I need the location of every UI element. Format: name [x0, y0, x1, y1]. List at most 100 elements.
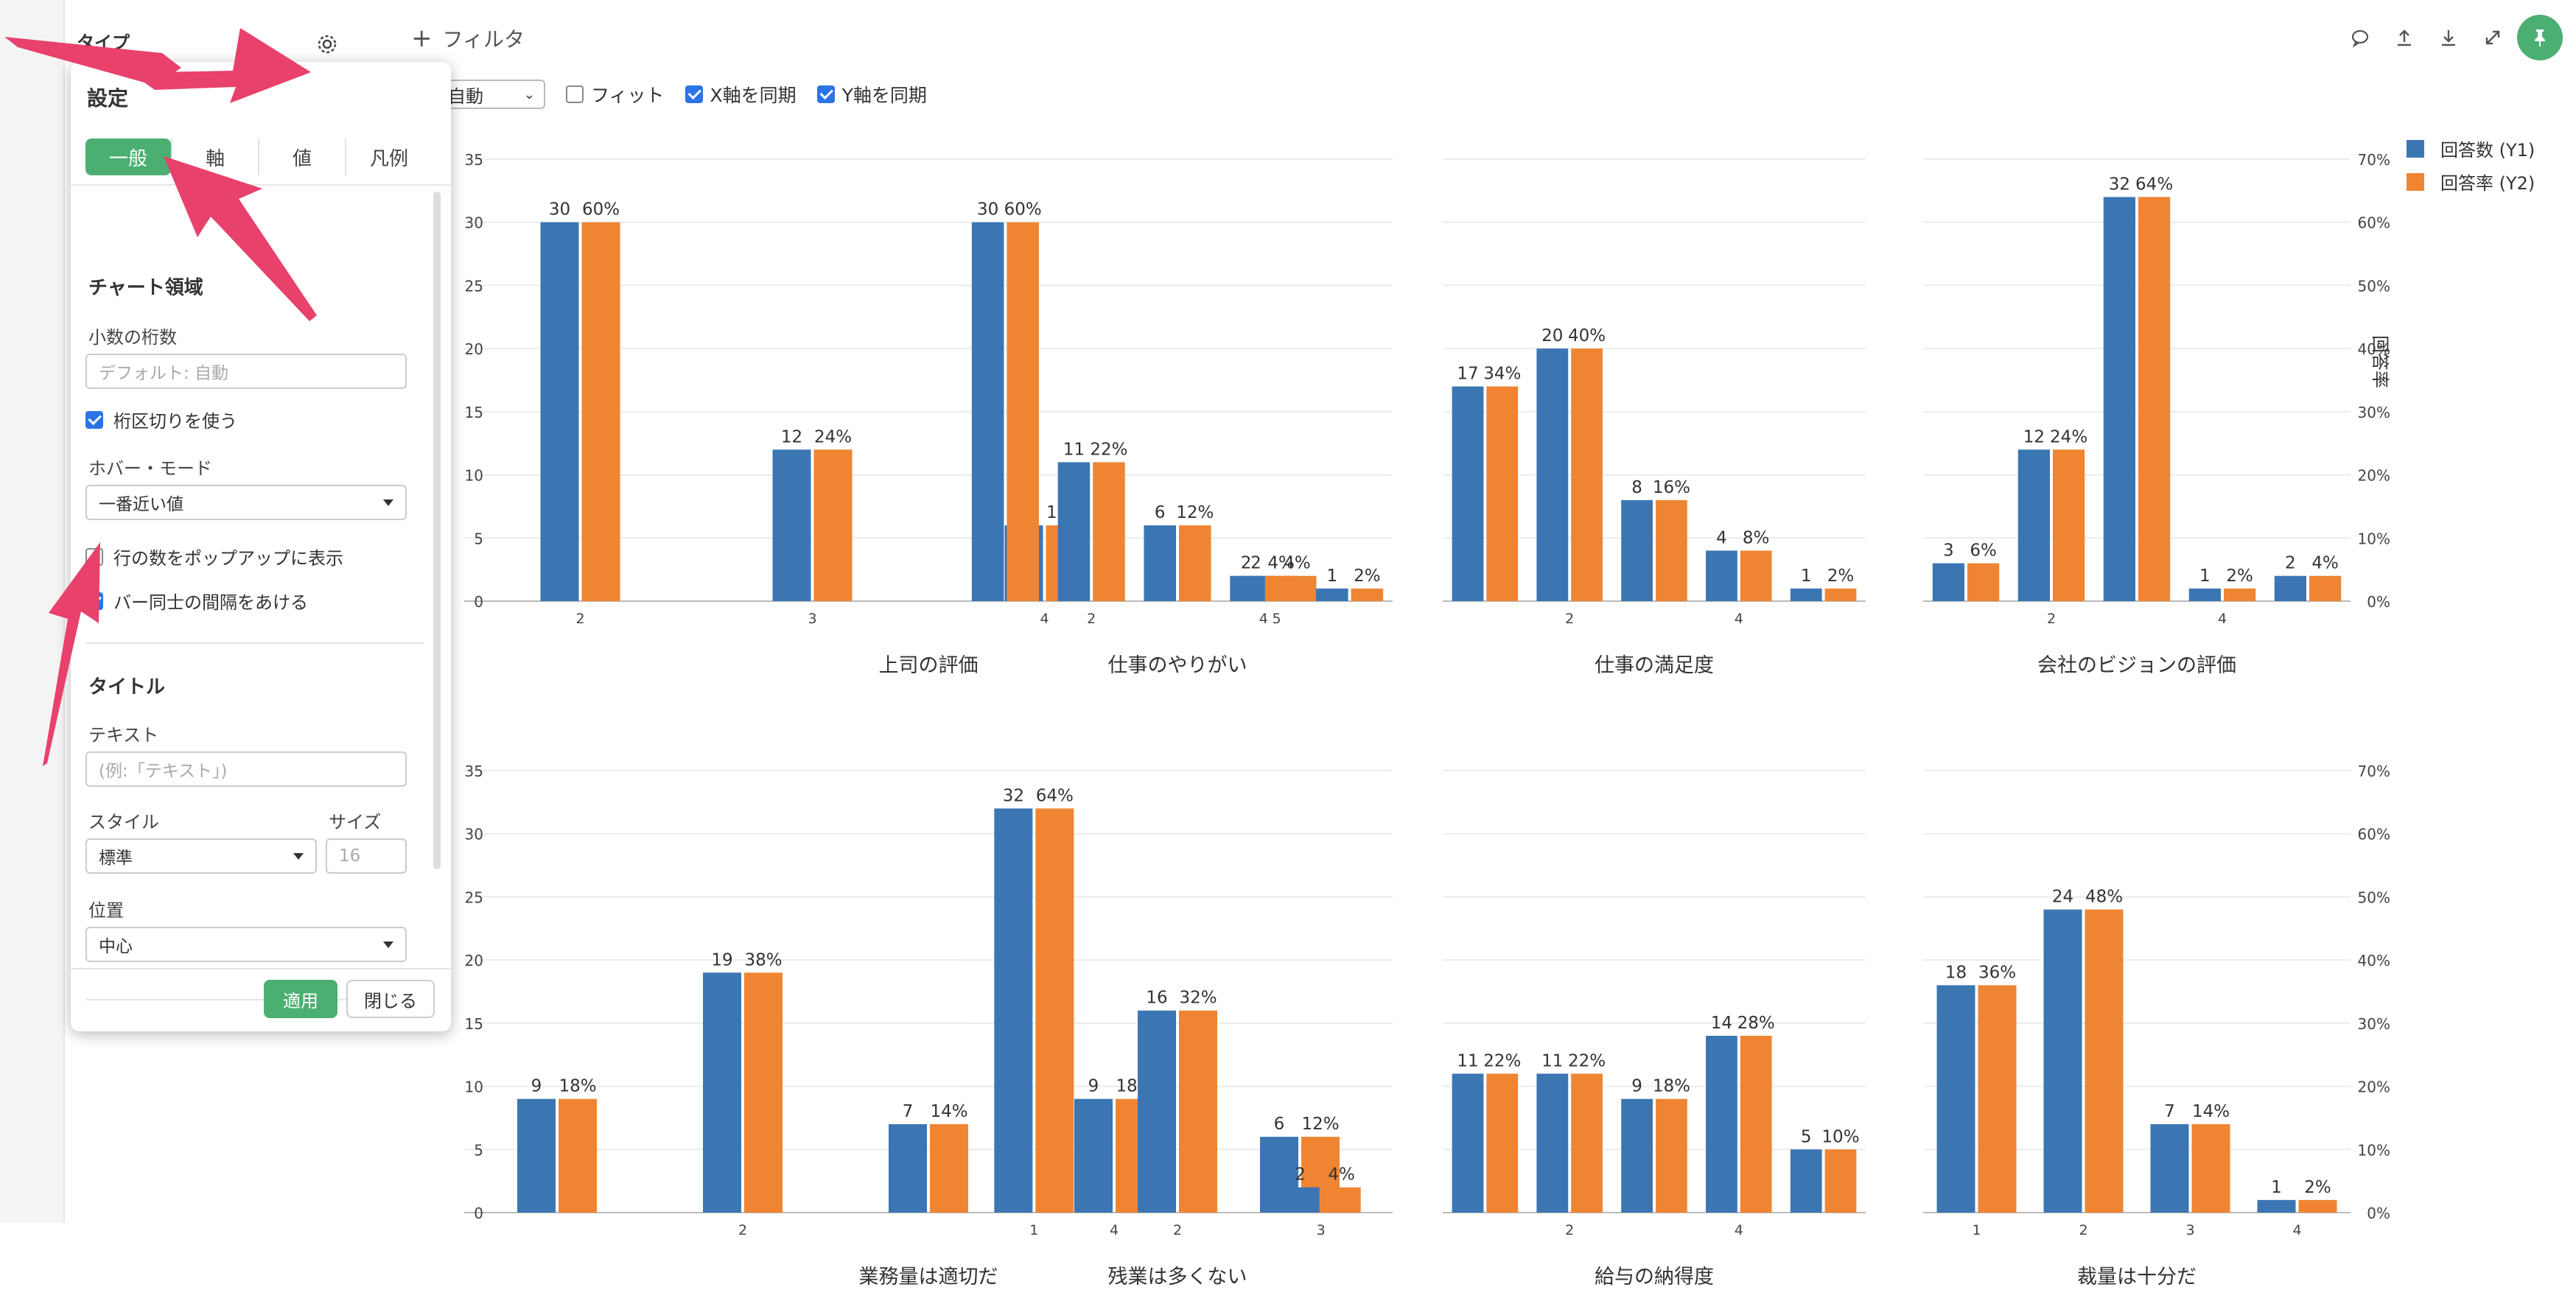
- y2-tick-label: 50%: [2358, 888, 2390, 906]
- data-label-y2: 60%: [1004, 200, 1042, 220]
- bar-y2: [1179, 1010, 1217, 1213]
- fit-label: フィット: [591, 85, 665, 106]
- data-label-y2: 28%: [1737, 1014, 1775, 1033]
- fit-checkbox[interactable]: フィット: [566, 81, 665, 108]
- position-select[interactable]: 中心: [85, 927, 407, 962]
- hover-mode-label: ホバー・モード: [88, 458, 212, 479]
- title-text-input[interactable]: (例:「テキスト」): [85, 751, 407, 787]
- data-label-y1: 3: [1943, 541, 1954, 561]
- data-label-y1: 30: [977, 200, 998, 220]
- bar-y2: [1571, 348, 1603, 601]
- x-tick-label: 3: [1317, 1222, 1326, 1238]
- bar-y2: [2085, 909, 2124, 1213]
- bar-y1: [1536, 1073, 1569, 1213]
- data-label-y2: 24%: [2050, 427, 2087, 446]
- data-label-y1: 9: [1088, 1077, 1099, 1096]
- data-label-y1: 11: [1541, 1051, 1563, 1070]
- bar-y2: [1351, 588, 1384, 601]
- popup-rows-checkbox[interactable]: 行の数をポップアップに表示: [85, 544, 343, 569]
- tab-general[interactable]: 一般: [85, 138, 171, 175]
- data-label-y1: 19: [711, 950, 732, 969]
- bar-y2: [930, 1124, 968, 1213]
- y1-tick-label: 35: [465, 762, 483, 780]
- popup-rows-checkbox-box[interactable]: [85, 547, 103, 566]
- comment-icon[interactable]: [2348, 25, 2373, 50]
- x-tick-label: 2: [1565, 611, 1574, 627]
- decimals-input[interactable]: デフォルト: 自動: [85, 354, 407, 389]
- gear-icon[interactable]: [315, 32, 339, 56]
- y1-tick-label: 20: [465, 340, 483, 358]
- mode-select[interactable]: 自動 ⌄: [438, 80, 545, 109]
- bar-y2: [744, 972, 783, 1213]
- fit-checkbox-box[interactable]: [566, 85, 584, 103]
- size-label: サイズ: [329, 812, 382, 832]
- bar-gap-checkbox[interactable]: バー同士の間隔をあける: [85, 588, 308, 614]
- data-label-y1: 6: [1155, 503, 1166, 522]
- bar-y1: [1316, 588, 1348, 601]
- legend-item-y2[interactable]: 回答率 (Y2): [2407, 169, 2535, 194]
- hover-mode-select[interactable]: 一番近い値: [85, 485, 407, 520]
- tab-values[interactable]: 値: [258, 138, 345, 175]
- upload-icon[interactable]: [2392, 25, 2417, 50]
- data-label-y2: 24%: [814, 427, 852, 446]
- settings-scrollbar[interactable]: [433, 192, 441, 869]
- y1-tick-label: 25: [465, 277, 483, 295]
- x-tick-label: 2: [575, 611, 584, 627]
- bar-y1: [2103, 197, 2135, 601]
- add-filter-button[interactable]: + フィルタ: [411, 24, 525, 53]
- size-input[interactable]: 16: [326, 838, 407, 874]
- expand-icon[interactable]: [2480, 25, 2505, 50]
- data-label-y2: 60%: [582, 200, 620, 220]
- sync-x-checkbox[interactable]: X軸を同期: [685, 81, 797, 108]
- chevron-down-icon: ⌄: [523, 86, 535, 102]
- data-label-y2: 2%: [1827, 567, 1855, 586]
- style-select[interactable]: 標準: [85, 838, 317, 874]
- data-label-y2: 48%: [2085, 888, 2123, 907]
- bar-y1: [994, 808, 1033, 1213]
- chart-title: 裁量は十分だ: [2077, 1266, 2197, 1288]
- bar-y1: [1452, 386, 1484, 601]
- chart-title: 仕事のやりがい: [1108, 654, 1247, 677]
- legend-label-y2: 回答率 (Y2): [2440, 173, 2535, 194]
- x-tick-label: 4: [1110, 1222, 1119, 1238]
- x-tick-label: 4: [2218, 611, 2227, 627]
- x-tick-label: 1: [1029, 1222, 1038, 1238]
- download-icon[interactable]: [2436, 25, 2461, 50]
- data-label-y1: 17: [1457, 365, 1478, 384]
- x-tick-label: 5: [1272, 611, 1281, 627]
- bar-y2: [1322, 1187, 1361, 1213]
- tab-legend[interactable]: 凡例: [345, 138, 432, 175]
- apply-button[interactable]: 適用: [264, 980, 337, 1018]
- y1-tick-label: 5: [474, 530, 483, 547]
- data-label-y2: 10%: [1821, 1127, 1859, 1146]
- bar-y1: [2017, 449, 2050, 601]
- bar-gap-label: バー同士の間隔をあける: [113, 592, 308, 613]
- legend-item-y1[interactable]: 回答数 (Y1): [2407, 136, 2535, 161]
- thousands-checkbox-box[interactable]: [85, 410, 103, 429]
- settings-panel: 設定 一般 軸 値 凡例 チャート領域 小数の桁数 デフォルト: 自動 桁区切り…: [71, 62, 451, 1031]
- y2-tick-label: 40%: [2358, 952, 2390, 969]
- y1-tick-label: 10: [465, 467, 483, 485]
- y1-tick-label: 30: [465, 826, 483, 844]
- sync-x-checkbox-box[interactable]: [685, 85, 703, 103]
- legend-swatch-y2: [2407, 172, 2424, 191]
- pin-button[interactable]: [2517, 15, 2563, 60]
- bar-y1: [1074, 1098, 1113, 1213]
- x-tick-label: 2: [738, 1222, 747, 1238]
- close-button[interactable]: 閉じる: [346, 980, 435, 1018]
- tab-axis[interactable]: 軸: [171, 138, 258, 175]
- x-tick-label: 2: [1173, 1222, 1182, 1238]
- data-label-y1: 30: [549, 200, 570, 220]
- style-label: スタイル: [88, 812, 159, 832]
- bar-gap-checkbox-box[interactable]: [85, 592, 103, 610]
- sync-y-checkbox[interactable]: Y軸を同期: [816, 81, 927, 108]
- thousands-checkbox[interactable]: 桁区切りを使う: [85, 407, 237, 432]
- data-label-y1: 2: [1241, 554, 1252, 573]
- sync-y-checkbox-box[interactable]: [816, 85, 835, 103]
- bar-y1: [2150, 1124, 2189, 1213]
- y2-tick-label: 0%: [2367, 593, 2390, 611]
- text-label: テキスト: [88, 725, 159, 746]
- bar-y1: [1621, 499, 1653, 601]
- chart-title: 仕事の満足度: [1595, 654, 1714, 677]
